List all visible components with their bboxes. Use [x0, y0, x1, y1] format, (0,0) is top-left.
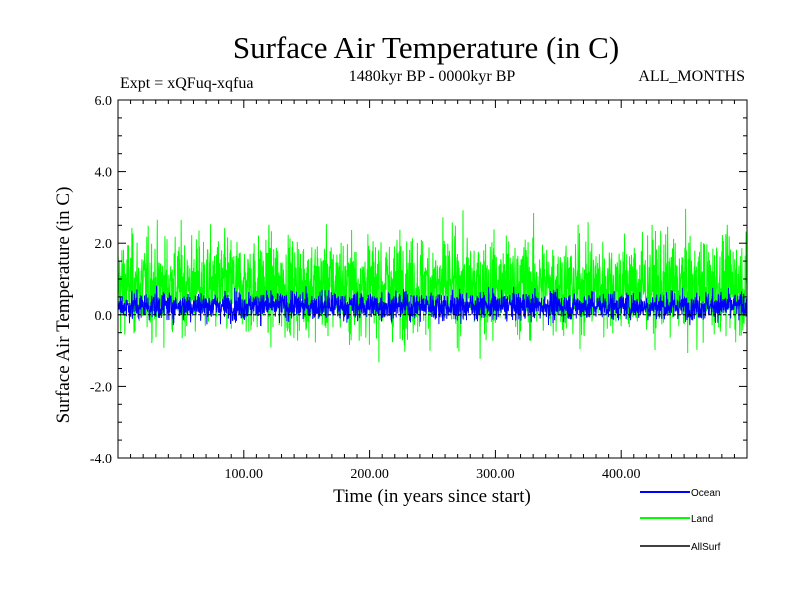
legend-label-allsurf: AllSurf	[691, 542, 721, 553]
legend-label-land: Land	[691, 514, 713, 525]
x-axis-label: Time (in years since start)	[333, 486, 531, 507]
series-land-line	[117, 208, 748, 363]
legend: Ocean Land AllSurf	[640, 488, 721, 553]
x-tick-label: 400.00	[602, 467, 641, 482]
legend-label-ocean: Ocean	[691, 488, 720, 499]
y-tick-label: 4.0	[95, 166, 113, 181]
y-tick-label: 0.0	[95, 309, 113, 324]
x-tick-label: 200.00	[350, 467, 389, 482]
series-ocean-line	[117, 285, 748, 327]
x-tick-label: 100.00	[225, 467, 264, 482]
chart-subtitle-left: Expt = xQFuq-xqfua	[120, 75, 253, 92]
y-tick-label: 6.0	[95, 94, 113, 109]
chart-subtitle-right: ALL_MONTHS	[638, 68, 745, 85]
series-layer	[117, 208, 748, 363]
chart-subtitle-center: 1480kyr BP - 0000kyr BP	[349, 68, 516, 85]
y-tick-label: -2.0	[90, 380, 112, 395]
axis-layer: 100.00 200.00 300.00 400.00 -4.0 -2.0 0.0 2.0 4.…	[90, 94, 747, 482]
chart-title: Surface Air Temperature (in C)	[233, 30, 619, 65]
y-tick-label: -4.0	[90, 452, 112, 467]
y-tick-label: 2.0	[95, 237, 113, 252]
x-tick-label: 300.00	[476, 467, 515, 482]
y-axis-label: Surface Air Temperature (in C)	[53, 187, 74, 424]
